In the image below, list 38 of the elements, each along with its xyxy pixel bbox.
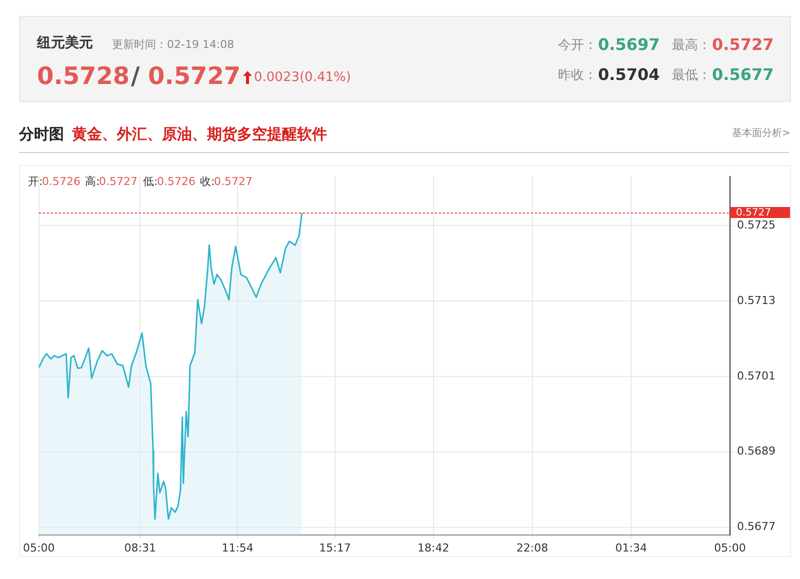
x-tick-label: 18:42	[418, 541, 450, 554]
x-tick-label: 22:08	[516, 541, 548, 554]
chart-subtitle: 分时图	[19, 125, 64, 144]
text: 0.0023(0.41%)	[254, 70, 351, 86]
y-tick-label: 0.5701	[737, 369, 776, 382]
text: 0.5727	[712, 35, 774, 54]
annotation: 0.5727	[99, 175, 138, 188]
text: 昨收：	[558, 68, 597, 84]
text: 基本面分析>	[732, 128, 790, 140]
x-tick-label: 11:54	[222, 541, 254, 554]
text: 0.5697	[598, 35, 660, 54]
y-tick-label: 0.5713	[737, 294, 776, 307]
x-tick-label: 15:17	[319, 541, 351, 554]
annotation: 0.5727	[214, 175, 252, 188]
x-tick-label: 08:31	[124, 541, 156, 554]
annotation: 开:	[28, 175, 43, 188]
text: 0.5728	[37, 62, 130, 91]
text: /	[131, 62, 140, 91]
y-tick-label: 0.5689	[737, 444, 776, 458]
text: 黄金、外汇、原油、期货多空提醒软件	[72, 125, 327, 143]
text: 最高：	[672, 38, 711, 54]
x-tick-label: 05:00	[23, 541, 55, 554]
annotation: 0.5726	[42, 175, 80, 188]
annotation: 0.5726	[157, 175, 196, 188]
y-tick-label: 0.5725	[737, 218, 776, 232]
text: 0.5727	[148, 62, 241, 91]
x-tick-label: 05:00	[714, 541, 746, 554]
annotation: 低:	[143, 175, 158, 188]
ref-line-label: 0.5727	[736, 208, 771, 219]
x-tick-label: 01:34	[615, 541, 647, 554]
text: 0.5704	[598, 65, 660, 84]
chart-title: 纽元美元	[37, 34, 93, 52]
text: 最低：	[672, 68, 711, 84]
text: 更新时间：02-19 14:08	[112, 38, 234, 52]
text: 今开：	[558, 38, 597, 54]
y-tick-label: 0.5677	[737, 520, 776, 534]
annotation: 高:	[85, 175, 100, 188]
annotation: 收:	[200, 175, 215, 188]
